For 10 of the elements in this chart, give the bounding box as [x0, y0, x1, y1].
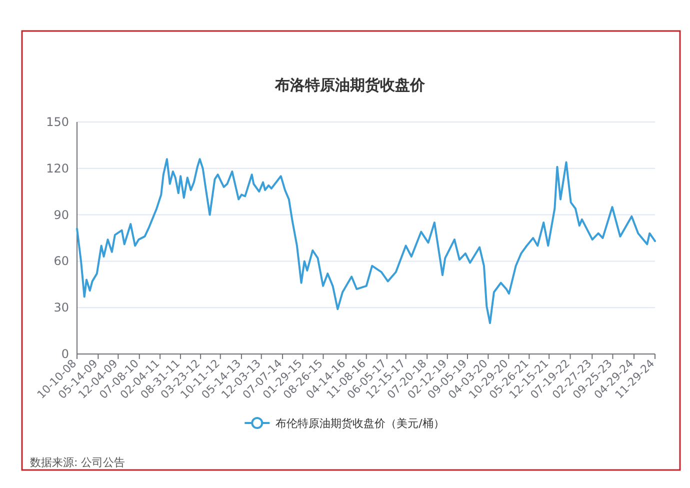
y-tick-label: 90 [54, 208, 69, 222]
legend-label: 布伦特原油期货收盘价（美元/桶） [276, 417, 444, 430]
y-tick-label: 60 [54, 254, 69, 268]
y-tick-label: 120 [46, 161, 69, 176]
y-tick-label: 0 [61, 347, 69, 361]
y-tick-label: 150 [46, 115, 69, 129]
source-note: 数据来源: 公司公告 [30, 456, 126, 469]
line-series [76, 158, 656, 324]
y-tick-label: 30 [54, 300, 69, 315]
chart-title: 布洛特原油期货收盘价 [274, 76, 426, 94]
